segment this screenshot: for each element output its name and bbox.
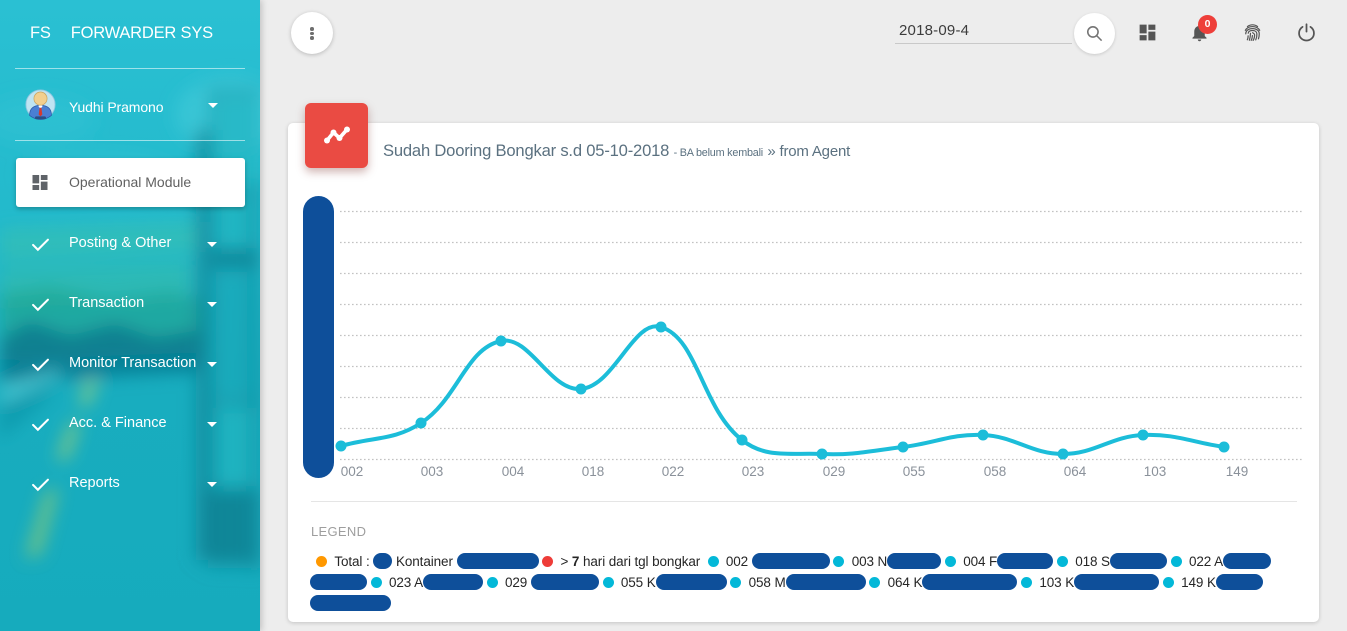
svg-text:023: 023 [742, 464, 765, 479]
svg-text:029: 029 [823, 464, 846, 479]
svg-text:022: 022 [662, 464, 685, 479]
svg-text:004: 004 [502, 464, 525, 479]
svg-text:003: 003 [421, 464, 444, 479]
svg-text:018: 018 [582, 464, 605, 479]
svg-text:055: 055 [903, 464, 926, 479]
svg-text:058: 058 [984, 464, 1007, 479]
svg-text:064: 064 [1064, 464, 1087, 479]
svg-text:002: 002 [341, 464, 364, 479]
svg-text:149: 149 [1226, 464, 1249, 479]
svg-text:103: 103 [1144, 464, 1167, 479]
